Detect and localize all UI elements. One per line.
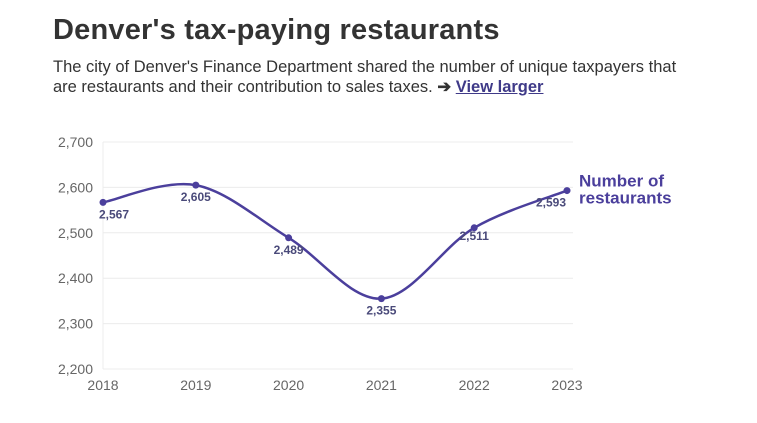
data-point (192, 181, 200, 189)
data-label: 2,489 (274, 243, 304, 257)
data-point (99, 198, 107, 206)
y-tick-label: 2,200 (58, 361, 93, 377)
series-label-line: restaurants (579, 189, 672, 208)
data-label: 2,593 (536, 196, 566, 210)
data-point (285, 234, 293, 242)
x-tick-label: 2023 (551, 377, 582, 393)
series-label: Number of restaurants (579, 172, 672, 208)
y-axis-ticks: 2,200 2,300 2,400 2,500 2,600 2,700 (58, 134, 93, 377)
y-tick-label: 2,300 (58, 316, 93, 332)
x-tick-label: 2019 (180, 377, 211, 393)
chart-title: Denver's tax-paying restaurants (53, 14, 500, 46)
y-tick-label: 2,600 (58, 179, 93, 195)
x-tick-label: 2022 (459, 377, 490, 393)
data-label: 2,355 (366, 304, 396, 318)
y-tick-label: 2,500 (58, 225, 93, 241)
series-line (102, 182, 568, 300)
x-axis-ticks: 2018 2019 2020 2021 2022 2023 (87, 377, 582, 393)
chart-subtitle: The city of Denver's Finance Department … (53, 57, 693, 97)
data-point (470, 224, 478, 232)
x-tick-label: 2020 (273, 377, 304, 393)
view-larger-link[interactable]: View larger (455, 78, 544, 96)
data-label: 2,567 (99, 207, 129, 221)
series-group: 2,567 2,605 2,489 2,355 2,511 2,593 Number of r… (99, 172, 672, 318)
gridlines (102, 141, 573, 370)
x-tick-label: 2021 (366, 377, 397, 393)
arrow-icon: ➔ (437, 78, 452, 96)
y-tick-label: 2,400 (58, 270, 93, 286)
series-label-line: Number of (579, 172, 664, 191)
y-tick-label: 2,700 (58, 134, 93, 150)
data-label: 2,511 (460, 229, 490, 243)
subtitle-text: The city of Denver's Finance Department … (53, 58, 677, 96)
data-label: 2,605 (181, 190, 211, 204)
x-tick-label: 2018 (87, 377, 118, 393)
data-point (377, 295, 385, 303)
data-point (563, 187, 571, 195)
